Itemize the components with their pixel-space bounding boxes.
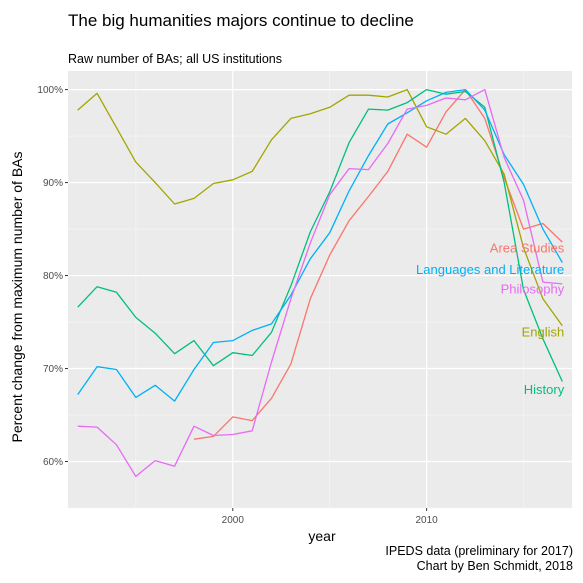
series-lines	[77, 88, 563, 478]
series-line-english	[77, 88, 563, 327]
y-tick-label: 100%	[37, 85, 63, 96]
series-labels: Area Studies English History Languages and …	[416, 241, 565, 397]
x-axis-title: year	[308, 528, 336, 544]
x-tick-label: 2010	[415, 515, 438, 526]
y-tick-label: 90%	[43, 178, 63, 189]
caption-line-source: IPEDS data (preliminary for 2017)	[385, 544, 573, 558]
y-tick-label: 80%	[43, 271, 63, 282]
plot-panel	[68, 71, 572, 508]
series-label-area-studies: Area Studies	[490, 241, 565, 256]
x-axis: 2000 2010	[222, 508, 438, 526]
major-gridlines	[68, 71, 572, 508]
series-label-history: History	[524, 382, 565, 397]
series-line-languages-and-literature	[77, 88, 563, 402]
chart-caption: IPEDS data (preliminary for 2017) Chart …	[385, 544, 573, 574]
y-tick-label: 60%	[43, 457, 63, 468]
y-axis-title: Percent change from maximum number of BA…	[9, 151, 25, 442]
series-line-history	[77, 88, 563, 382]
series-label-philosophy: Philosophy	[501, 282, 565, 297]
chart-title: The big humanities majors continue to de…	[68, 11, 414, 30]
series-label-languages-and-literature: Languages and Literature	[416, 262, 564, 277]
chart-subtitle: Raw number of BAs; all US institutions	[68, 52, 282, 66]
y-axis: 60% 70% 80% 90% 100%	[37, 85, 68, 468]
x-tick-label: 2000	[222, 515, 245, 526]
series-line-philosophy	[77, 88, 563, 478]
series-label-english: English	[522, 324, 565, 339]
caption-line-credit: Chart by Ben Schmidt, 2018	[416, 559, 573, 573]
y-tick-label: 70%	[43, 364, 63, 375]
